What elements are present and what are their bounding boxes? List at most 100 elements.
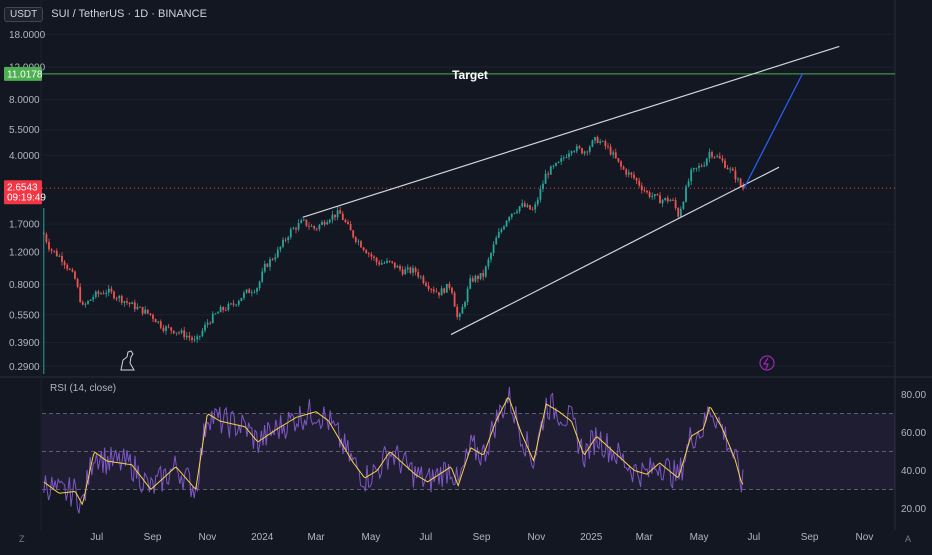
candle-body [484,266,487,277]
candle-body [222,306,225,310]
candle-body [526,205,529,207]
current-price-tag-label: 2.6543 [7,182,38,193]
lightning-icon [762,357,769,370]
candle-body [48,242,50,250]
candle-body [162,327,165,332]
candle-body [630,172,633,175]
candle-body [133,302,136,310]
candle-body [193,339,196,341]
candle-body [419,276,422,278]
candle-body [638,180,641,186]
candle-body [227,303,230,310]
candle-body [568,153,570,158]
candle-body [425,283,427,286]
candle-body [144,309,147,314]
candle-body [430,289,433,290]
events-icon[interactable] [759,355,775,371]
candle-body [672,199,674,201]
candle-body [172,330,175,334]
candle-body [175,332,178,334]
candle-body [289,229,292,238]
candle-body [401,269,404,275]
bar-countdown-label: 09:19:49 [7,192,46,203]
candle-body [731,168,734,171]
candle-body [313,226,316,229]
candle-body [250,292,253,294]
candle-body [734,170,737,180]
candle-body [245,289,248,293]
candle-body [282,239,284,247]
candle-body [685,186,687,202]
candle-body [687,181,690,187]
candle-body [310,226,313,227]
candle-body [183,330,186,338]
candle-body [266,263,269,267]
candle-body [253,291,256,293]
time-tick-label: Nov [856,532,874,543]
candle-body [347,221,349,225]
candle-body [373,256,375,258]
candle-body [464,301,466,307]
candle-body [497,231,500,238]
candle-body [339,210,342,214]
trendline[interactable] [302,45,840,218]
candle-body [495,237,498,245]
candle-body [458,313,461,317]
candle-body [435,291,438,293]
candle-body [596,137,599,143]
candle-body [404,269,407,275]
candle-body [713,156,716,158]
price-tick-label: 1.7000 [9,220,40,231]
candle-body [562,157,565,159]
candle-body [552,165,555,167]
candle-body [529,205,531,210]
candle-body [141,306,144,314]
candle-body [92,297,95,300]
target-price-tag [4,66,42,81]
candle-body [539,188,542,200]
candle-body [583,151,586,154]
target-annotation: Target [452,68,488,82]
target-price-tag-label: 11.0178 [7,69,43,80]
projection-line[interactable] [743,73,803,189]
candle-body [323,221,326,225]
currency-selector[interactable]: USDT [4,6,44,22]
candle-body [279,246,282,250]
candle-body [474,275,477,282]
candle-body [666,197,669,202]
candle-body [469,278,472,289]
candle-body [352,230,355,238]
trendline[interactable] [450,166,780,336]
candle-body [211,313,214,324]
candle-body [393,262,396,268]
candle-body [640,185,643,191]
candle-body [578,146,581,149]
candle-body [531,209,534,211]
current-price-tag [4,180,42,205]
candle-body [305,219,308,226]
candle-body [690,169,693,182]
candle-body [217,312,219,314]
candle-body [635,178,638,181]
candle-body [326,222,329,225]
candle-body [105,292,108,294]
candle-body [165,326,167,332]
time-tick-label: Jul [747,532,760,543]
candle-body [204,324,206,331]
candle-body [258,281,261,289]
candle-body [412,267,414,273]
candle-body [573,151,576,153]
candle-body [466,288,469,302]
candle-body [547,173,550,175]
candle-body [656,194,659,196]
time-tick-label: Nov [527,532,545,543]
time-tick-label: Jul [419,532,432,543]
candle-body [87,300,89,304]
price-tick-label: 5.5000 [9,125,40,136]
candle-body [451,287,453,293]
candle-body [646,190,648,193]
time-tick-label: May [362,532,381,543]
rsi-tick-label: 40.00 [901,466,926,477]
